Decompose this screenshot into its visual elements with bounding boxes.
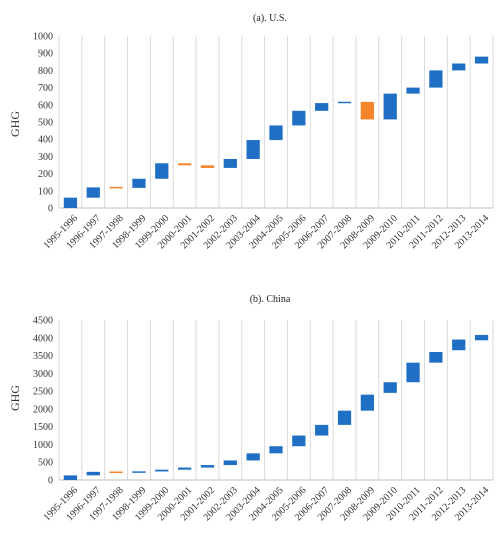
bar-2009-2010 <box>383 93 397 120</box>
bar-1999-2000 <box>155 163 169 179</box>
y-tick-label: 1000 <box>33 32 53 43</box>
y-tick-label: 900 <box>38 49 53 60</box>
bar-1996-1997 <box>86 187 100 198</box>
bar-2009-2010 <box>383 382 397 393</box>
bar-2002-2003 <box>223 158 237 168</box>
y-tick-label: 600 <box>38 100 53 111</box>
bar-2008-2009 <box>360 101 374 120</box>
bar-2001-2002 <box>200 465 215 468</box>
bar-2011-2012 <box>429 352 443 363</box>
y-tick-label: 3000 <box>33 369 53 380</box>
bar-2001-2002 <box>200 165 215 168</box>
x-ticks-china: 1995-19961996-19971997-19981998-19991999… <box>42 485 492 523</box>
bar-2004-2005 <box>269 446 283 454</box>
chart-title-us: (a). U.S. <box>253 13 287 24</box>
bar-2000-2001 <box>178 467 192 470</box>
y-axis-label-us: GHG <box>8 111 22 137</box>
bar-2012-2013 <box>452 63 466 71</box>
bars-us <box>63 56 489 208</box>
bar-1998-1999 <box>132 471 146 473</box>
y-tick-label: 200 <box>38 169 53 180</box>
chart-china: (b). China GHG 0 500 1000 1500 2000 2500 3000 3… <box>8 294 494 523</box>
y-tick-label: 2000 <box>33 404 53 415</box>
y-tick-label: 1000 <box>33 440 53 451</box>
grid-us <box>58 36 494 209</box>
bar-1997-1998 <box>109 186 123 189</box>
y-tick-label: 700 <box>38 83 53 94</box>
y-tick-label: 3500 <box>33 351 53 362</box>
bar-2010-2011 <box>406 87 420 94</box>
bar-2006-2007 <box>315 103 329 111</box>
y-tick-label: 100 <box>38 186 53 197</box>
y-tick-label: 4500 <box>33 316 53 327</box>
bar-1995-1996 <box>63 197 78 208</box>
chart-us: (a). U.S. GHG 0 100 200 300 400 500 600 700 800 9… <box>8 13 494 251</box>
y-tick-label: 300 <box>38 152 53 163</box>
y-tick-label: 500 <box>38 458 53 469</box>
bar-2008-2009 <box>360 394 374 411</box>
bar-2005-2006 <box>292 435 306 447</box>
bar-1996-1997 <box>86 471 100 476</box>
bar-1995-1996 <box>63 475 78 480</box>
bar-2005-2006 <box>292 110 306 126</box>
bar-2013-2014 <box>474 56 489 64</box>
bar-2011-2012 <box>429 70 443 88</box>
y-axis-label-china: GHG <box>8 385 22 411</box>
chart-title-china: (b). China <box>250 294 291 305</box>
y-ticks-china: 0 500 1000 1500 2000 2500 3000 3500 4000 4500 <box>33 316 53 487</box>
bar-2007-2008 <box>337 410 352 425</box>
bar-2004-2005 <box>269 125 283 141</box>
bar-2012-2013 <box>452 339 466 351</box>
y-tick-label: 0 <box>48 204 53 215</box>
y-tick-label: 800 <box>38 66 53 77</box>
grid-china <box>58 320 494 481</box>
bar-2010-2011 <box>406 362 420 383</box>
y-tick-label: 2500 <box>33 387 53 398</box>
y-tick-label: 500 <box>38 118 53 129</box>
y-tick-label: 0 <box>48 476 53 487</box>
bar-1998-1999 <box>132 178 146 188</box>
bar-2003-2004 <box>246 140 260 159</box>
bar-2000-2001 <box>178 163 192 166</box>
bar-2006-2007 <box>315 424 329 436</box>
bar-1997-1998 <box>109 471 123 474</box>
bar-2002-2003 <box>223 460 237 466</box>
bar-2003-2004 <box>246 453 260 461</box>
y-tick-label: 4000 <box>33 333 53 344</box>
bar-1999-2000 <box>155 469 169 472</box>
y-tick-label: 1500 <box>33 422 53 433</box>
bars-china <box>63 334 489 480</box>
bar-2007-2008 <box>337 101 352 104</box>
bar-2013-2014 <box>474 334 489 341</box>
y-ticks-us: 0 100 200 300 400 500 600 700 800 900 1000 <box>33 32 53 215</box>
x-ticks-us: 1995-19961996-19971997-19981998-19991999… <box>42 213 492 251</box>
y-tick-label: 400 <box>38 135 53 146</box>
